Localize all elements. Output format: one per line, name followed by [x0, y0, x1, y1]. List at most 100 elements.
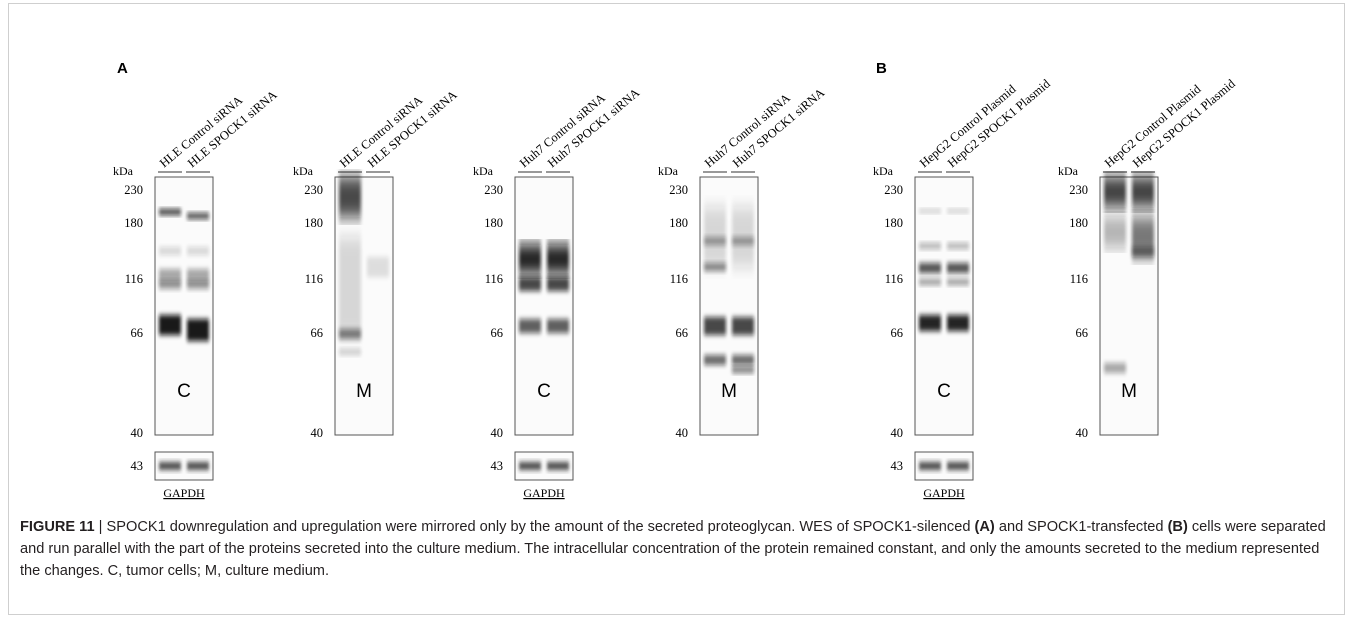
band [919, 243, 941, 249]
band [159, 462, 181, 470]
caption-ref: (A) [975, 519, 995, 535]
marker-label: 180 [669, 216, 688, 230]
marker-label: 230 [1069, 183, 1088, 197]
band [159, 247, 181, 255]
marker-label: 230 [304, 183, 323, 197]
panel-label: A [117, 60, 128, 77]
marker-label: 40 [131, 426, 144, 440]
band [519, 319, 541, 333]
fraction-label: C [537, 381, 551, 402]
marker-label: 40 [891, 426, 904, 440]
band [187, 247, 209, 255]
fraction-label: M [356, 381, 372, 402]
band [1104, 363, 1126, 373]
band [947, 462, 969, 470]
marker-label: 40 [676, 426, 689, 440]
fraction-label: M [721, 381, 737, 402]
band [947, 315, 969, 331]
unit-label: kDa [473, 164, 494, 178]
band [187, 269, 209, 283]
band [547, 245, 569, 273]
band [919, 279, 941, 285]
band [1104, 177, 1126, 207]
caption-label: FIGURE 11 [20, 519, 95, 535]
band [159, 269, 181, 283]
band [339, 177, 361, 217]
unit-label: kDa [873, 164, 894, 178]
marker-label: 180 [124, 216, 143, 230]
band [704, 317, 726, 335]
band [919, 315, 941, 331]
band [732, 355, 754, 365]
band [919, 462, 941, 470]
panel-label: B [876, 60, 887, 77]
marker-label: 43 [491, 459, 504, 473]
marker-label: 180 [884, 216, 903, 230]
marker-label: 66 [1076, 326, 1089, 340]
band [732, 237, 754, 245]
blot: HLE Control siRNAHLE SPOCK1 siRNAkDa2301… [113, 88, 280, 500]
fraction-label: C [937, 381, 951, 402]
marker-label: 180 [304, 216, 323, 230]
marker-label: 116 [670, 272, 688, 286]
band [339, 329, 361, 339]
marker-label: 66 [676, 326, 689, 340]
band [704, 355, 726, 365]
band [187, 281, 209, 289]
caption-text: and SPOCK1-transfected [995, 519, 1168, 535]
loading-label: GAPDH [163, 486, 205, 500]
unit-label: kDa [293, 164, 314, 178]
loading-label: GAPDH [523, 486, 565, 500]
unit-label: kDa [113, 164, 134, 178]
band [187, 462, 209, 470]
marker-label: 40 [311, 426, 324, 440]
band [947, 263, 969, 273]
marker-label: 40 [491, 426, 504, 440]
band [547, 277, 569, 291]
marker-label: 40 [1076, 426, 1089, 440]
band [947, 243, 969, 249]
band [1132, 177, 1154, 207]
marker-label: 230 [669, 183, 688, 197]
marker-label: 116 [885, 272, 903, 286]
marker-label: 43 [891, 459, 904, 473]
band [519, 462, 541, 470]
fraction-label: M [1121, 381, 1137, 402]
fraction-label: C [177, 381, 191, 402]
band [1132, 247, 1154, 257]
marker-label: 116 [1070, 272, 1088, 286]
marker-label: 116 [125, 272, 143, 286]
band [704, 263, 726, 271]
band [732, 367, 754, 373]
band [187, 319, 209, 341]
unit-label: kDa [1058, 164, 1079, 178]
band [704, 237, 726, 245]
band [187, 213, 209, 219]
marker-label: 66 [131, 326, 144, 340]
band [159, 281, 181, 289]
unit-label: kDa [658, 164, 679, 178]
band [519, 277, 541, 291]
band [947, 209, 969, 213]
marker-label: 116 [485, 272, 503, 286]
band [547, 462, 569, 470]
band [367, 257, 389, 277]
marker-label: 66 [491, 326, 504, 340]
caption-text: | SPOCK1 downregulation and upregulation… [95, 519, 975, 535]
band [159, 315, 181, 335]
marker-label: 43 [131, 459, 144, 473]
marker-label: 230 [124, 183, 143, 197]
marker-label: 180 [1069, 216, 1088, 230]
marker-label: 230 [484, 183, 503, 197]
caption-ref: (B) [1168, 519, 1188, 535]
band [339, 237, 361, 337]
band [919, 209, 941, 213]
loading-label: GAPDH [923, 486, 965, 500]
marker-label: 116 [305, 272, 323, 286]
marker-label: 180 [484, 216, 503, 230]
caption: FIGURE 11 | SPOCK1 downregulation and up… [20, 516, 1340, 582]
